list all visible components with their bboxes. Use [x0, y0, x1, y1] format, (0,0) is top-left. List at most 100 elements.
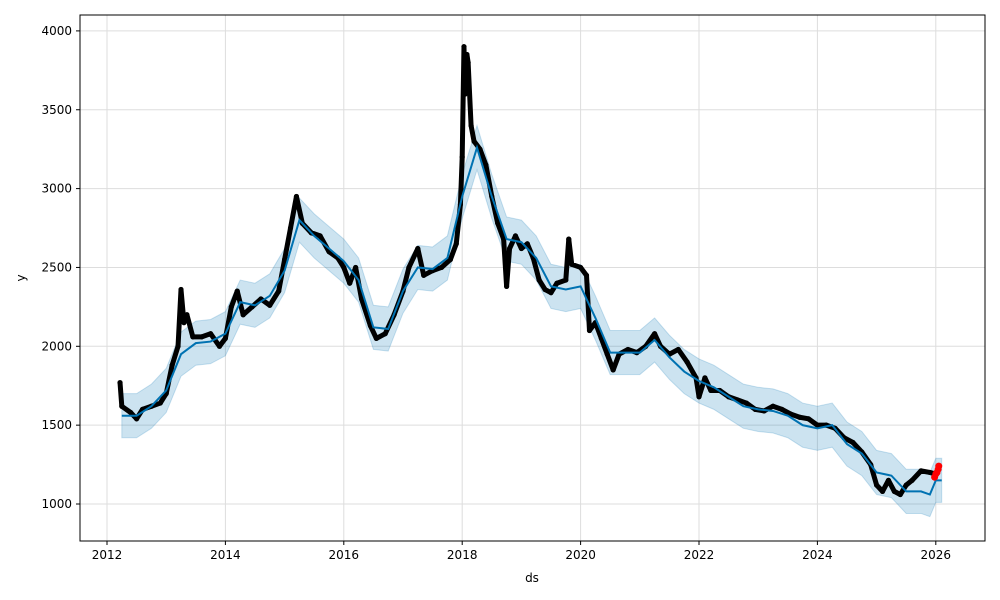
observed-point: [897, 491, 903, 498]
observed-point: [879, 488, 886, 494]
observed-point: [927, 469, 933, 476]
uncertainty-interval: [121, 123, 943, 518]
observed-point: [495, 220, 501, 226]
observed-point: [471, 138, 477, 144]
observed-point: [524, 241, 530, 247]
y-axis-label: y: [14, 274, 28, 281]
observed-point: [119, 403, 125, 409]
plot-frame: [79, 14, 986, 542]
observed-point: [415, 245, 421, 252]
observed-point: [190, 334, 196, 340]
observed-point: [610, 367, 616, 373]
x-tick-label: 2026: [921, 548, 952, 562]
observed-point: [909, 477, 915, 483]
observed-point: [353, 264, 359, 271]
observed-point: [117, 379, 123, 386]
observed-point: [184, 312, 190, 318]
observed-point: [228, 304, 234, 310]
observed-point: [874, 482, 880, 488]
observed-point: [779, 406, 785, 412]
x-tick-label: 2020: [565, 548, 596, 562]
x-tick-label: 2024: [802, 548, 833, 562]
observed-point: [675, 346, 681, 353]
observed-point: [178, 286, 184, 293]
observed-point: [134, 416, 140, 422]
observed-point: [903, 482, 909, 488]
observed-point: [421, 272, 427, 278]
yhat-line: [121, 144, 942, 496]
observed-point: [347, 280, 353, 286]
observed-point: [554, 280, 560, 286]
observed-point: [797, 414, 803, 420]
y-tick-label: 1000: [41, 497, 72, 511]
observed-point: [504, 283, 510, 289]
observed-point: [406, 264, 412, 271]
observed-point: [788, 411, 794, 417]
x-tick-label: 2014: [210, 548, 241, 562]
x-axis-label: ds: [525, 571, 539, 585]
observed-point: [234, 288, 240, 294]
observed-point: [743, 400, 749, 406]
observed-point: [684, 359, 690, 365]
observed-point: [512, 233, 519, 239]
x-tick-label: 2022: [684, 548, 715, 562]
observed-point: [373, 335, 379, 342]
observed-point: [222, 335, 228, 342]
observed-point: [293, 193, 300, 200]
observed-point: [468, 122, 474, 129]
observed-point: [169, 362, 175, 368]
observed-point: [696, 394, 702, 400]
observed-point: [891, 488, 897, 494]
observed-point: [583, 272, 590, 278]
observed-point: [267, 302, 273, 308]
observed-point: [536, 277, 542, 283]
grid: [80, 15, 985, 541]
x-tick-label: 2016: [329, 548, 360, 562]
x-tick-label: 2018: [447, 548, 478, 562]
observed-point: [850, 439, 856, 446]
observed-point: [569, 261, 575, 267]
observed-point: [317, 233, 323, 239]
observed-point: [542, 286, 548, 293]
observed-point: [586, 327, 593, 334]
observed-point: [652, 331, 658, 337]
recent-points: [931, 462, 943, 481]
observed-point: [563, 277, 569, 283]
observed-point: [282, 256, 288, 263]
observed-point: [240, 312, 246, 318]
observed-point: [805, 416, 812, 422]
observed-point: [708, 387, 714, 394]
ticks: 2012 2014 2016 2018 2020 2022 2024 2026 1000 1500…: [41, 24, 951, 562]
observed-point: [604, 351, 610, 357]
observed-point: [128, 409, 134, 416]
observed-point: [702, 375, 708, 381]
observed-point: [358, 296, 365, 302]
y-tick-label: 2500: [41, 260, 72, 274]
observed-point: [438, 264, 445, 271]
observed-point: [453, 241, 459, 247]
y-tick-label: 1500: [41, 418, 72, 432]
y-tick-label: 2000: [41, 339, 72, 353]
y-tick-label: 3500: [41, 103, 72, 117]
observed-point: [885, 477, 892, 483]
recent-point: [935, 462, 943, 470]
observed-point: [625, 346, 631, 353]
forecast-line: [121, 144, 942, 496]
uncertainty-band: [121, 123, 943, 518]
observed-point: [770, 403, 776, 409]
observed-point: [341, 264, 347, 271]
y-tick-label: 3000: [41, 182, 72, 196]
observed-point: [181, 320, 187, 326]
y-tick-label: 4000: [41, 24, 72, 38]
observed-point: [465, 59, 471, 66]
observed-point: [506, 245, 513, 252]
observed-point: [208, 331, 214, 337]
observed-point: [566, 236, 572, 242]
observed-point: [216, 343, 223, 349]
observed-point: [548, 290, 554, 296]
x-tick-label: 2012: [92, 548, 123, 562]
observed-point: [461, 44, 467, 50]
observed-point: [462, 91, 468, 97]
observed-point: [918, 468, 924, 474]
